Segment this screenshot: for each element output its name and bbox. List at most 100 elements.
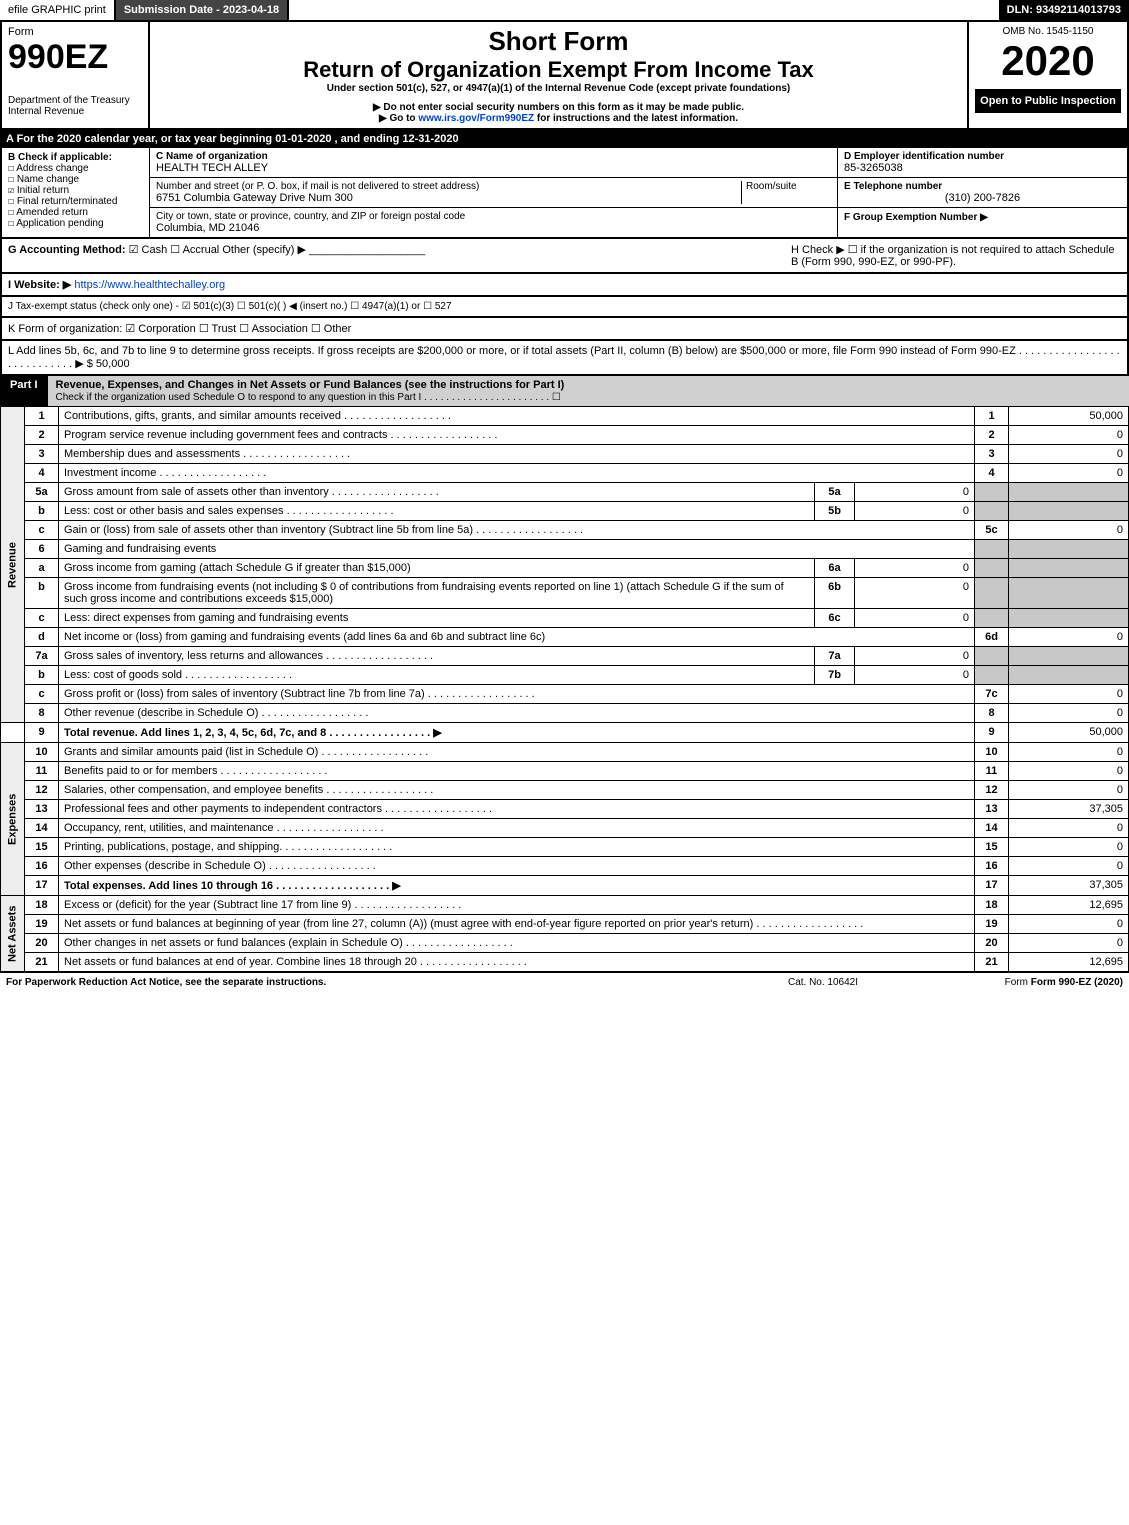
g-other[interactable]: Other (specify) ▶ xyxy=(222,244,306,256)
chk-name[interactable]: ☐ xyxy=(8,174,14,185)
chk-final[interactable]: ☐ xyxy=(8,196,14,207)
row-6c-mid: 0 xyxy=(855,609,975,628)
row-10-num: 10 xyxy=(25,743,59,762)
row-3-num: 3 xyxy=(25,445,59,464)
row-11-label: Benefits paid to or for members xyxy=(59,762,975,781)
efile-print[interactable]: efile GRAPHIC print xyxy=(0,0,116,20)
row-11-ln: 11 xyxy=(975,762,1009,781)
chk-pending[interactable]: ☐ xyxy=(8,218,14,229)
row-11-num: 11 xyxy=(25,762,59,781)
row-6c-val xyxy=(1009,609,1129,628)
row-7a-mid: 0 xyxy=(855,647,975,666)
row-7c-label: Gross profit or (loss) from sales of inv… xyxy=(59,685,975,704)
row-6b-ln xyxy=(975,578,1009,609)
row-5a-mid: 0 xyxy=(855,483,975,502)
row-6d-val: 0 xyxy=(1009,628,1129,647)
row-4-label: Investment income xyxy=(59,464,975,483)
irs-link[interactable]: www.irs.gov/Form990EZ xyxy=(418,113,534,124)
subtitle: Under section 501(c), 527, or 4947(a)(1)… xyxy=(156,83,961,94)
g-cash[interactable]: ☑ Cash xyxy=(129,244,168,256)
row-2-ln: 2 xyxy=(975,426,1009,445)
row-5b-num: b xyxy=(25,502,59,521)
info-grid: B Check if applicable: ☐ Address change … xyxy=(0,148,1129,239)
line-a: A For the 2020 calendar year, or tax yea… xyxy=(0,130,1129,148)
chk-address[interactable]: ☐ xyxy=(8,163,14,174)
row-7b-val xyxy=(1009,666,1129,685)
row-6b-val xyxy=(1009,578,1129,609)
row-7b-mid: 0 xyxy=(855,666,975,685)
row-13-num: 13 xyxy=(25,800,59,819)
l-gross-receipts: L Add lines 5b, 6c, and 7b to line 9 to … xyxy=(0,341,1129,376)
row-6d-label: Net income or (loss) from gaming and fun… xyxy=(59,628,975,647)
chk-initial[interactable]: ☑ xyxy=(8,185,14,196)
row-17-num: 17 xyxy=(25,876,59,896)
row-6-ln xyxy=(975,540,1009,559)
row-6a-mid: 0 xyxy=(855,559,975,578)
row-5c-num: c xyxy=(25,521,59,540)
part-i-tag: Part I xyxy=(0,376,48,406)
row-5c-val: 0 xyxy=(1009,521,1129,540)
row-6a-val xyxy=(1009,559,1129,578)
row-21-num: 21 xyxy=(25,953,59,972)
row-6c-sub: 6c xyxy=(815,609,855,628)
row-18-num: 18 xyxy=(25,896,59,915)
row-7b-label: Less: cost of goods sold xyxy=(59,666,815,685)
row-6c-label: Less: direct expenses from gaming and fu… xyxy=(59,609,815,628)
row-6b-mid: 0 xyxy=(855,578,975,609)
row-16-num: 16 xyxy=(25,857,59,876)
g-accrual[interactable]: ☐ Accrual xyxy=(170,244,219,256)
row-6b-num: b xyxy=(25,578,59,609)
h-check[interactable]: H Check ▶ ☐ if the organization is not r… xyxy=(791,243,1121,268)
dln: DLN: 93492114013793 xyxy=(999,0,1129,20)
row-12-ln: 12 xyxy=(975,781,1009,800)
website-link[interactable]: https://www.healthtechalley.org xyxy=(74,279,225,291)
footer-right: Form Form 990-EZ (2020) xyxy=(923,977,1123,988)
row-10-val: 0 xyxy=(1009,743,1129,762)
row-19-label: Net assets or fund balances at beginning… xyxy=(59,915,975,934)
row-9-label: Total revenue. Add lines 1, 2, 3, 4, 5c,… xyxy=(59,723,975,743)
c-addr-label: Number and street (or P. O. box, if mail… xyxy=(156,181,741,192)
row-14-val: 0 xyxy=(1009,819,1129,838)
row-8-ln: 8 xyxy=(975,704,1009,723)
row-8-label: Other revenue (describe in Schedule O) xyxy=(59,704,975,723)
row-11-val: 0 xyxy=(1009,762,1129,781)
row-9-num: 9 xyxy=(25,723,59,743)
row-18-val: 12,695 xyxy=(1009,896,1129,915)
j-status[interactable]: J Tax-exempt status (check only one) - ☑… xyxy=(0,297,1129,318)
row-21-label: Net assets or fund balances at end of ye… xyxy=(59,953,975,972)
row-5c-ln: 5c xyxy=(975,521,1009,540)
row-5b-label: Less: cost or other basis and sales expe… xyxy=(59,502,815,521)
row-7c-val: 0 xyxy=(1009,685,1129,704)
row-1-label: Contributions, gifts, grants, and simila… xyxy=(59,407,975,426)
row-6d-ln: 6d xyxy=(975,628,1009,647)
row-17-ln: 17 xyxy=(975,876,1009,896)
row-6b-sub: 6b xyxy=(815,578,855,609)
part-i-check[interactable]: Check if the organization used Schedule … xyxy=(56,392,561,403)
netassets-side: Net Assets xyxy=(1,896,25,972)
form-number: 990EZ xyxy=(8,38,142,77)
b-initial-return: Initial return xyxy=(17,185,69,196)
note-goto: ▶ Go to www.irs.gov/Form990EZ for instru… xyxy=(156,113,961,124)
chk-amended[interactable]: ☐ xyxy=(8,207,14,218)
phone: (310) 200-7826 xyxy=(844,192,1121,204)
row-3-val: 0 xyxy=(1009,445,1129,464)
row-9-val: 50,000 xyxy=(1009,723,1129,743)
row-3-label: Membership dues and assessments xyxy=(59,445,975,464)
row-1-val: 50,000 xyxy=(1009,407,1129,426)
row-16-val: 0 xyxy=(1009,857,1129,876)
row-6c-num: c xyxy=(25,609,59,628)
k-form-org[interactable]: K Form of organization: ☑ Corporation ☐ … xyxy=(0,318,1129,341)
row-5a-sub: 5a xyxy=(815,483,855,502)
row-5b-sub: 5b xyxy=(815,502,855,521)
row-17-val: 37,305 xyxy=(1009,876,1129,896)
row-2-num: 2 xyxy=(25,426,59,445)
page-footer: For Paperwork Reduction Act Notice, see … xyxy=(0,972,1129,992)
row-16-ln: 16 xyxy=(975,857,1009,876)
row-6-num: 6 xyxy=(25,540,59,559)
row-15-num: 15 xyxy=(25,838,59,857)
submission-date: Submission Date - 2023-04-18 xyxy=(116,0,289,20)
row-4-ln: 4 xyxy=(975,464,1009,483)
row-5b-ln xyxy=(975,502,1009,521)
row-21-ln: 21 xyxy=(975,953,1009,972)
row-4-val: 0 xyxy=(1009,464,1129,483)
